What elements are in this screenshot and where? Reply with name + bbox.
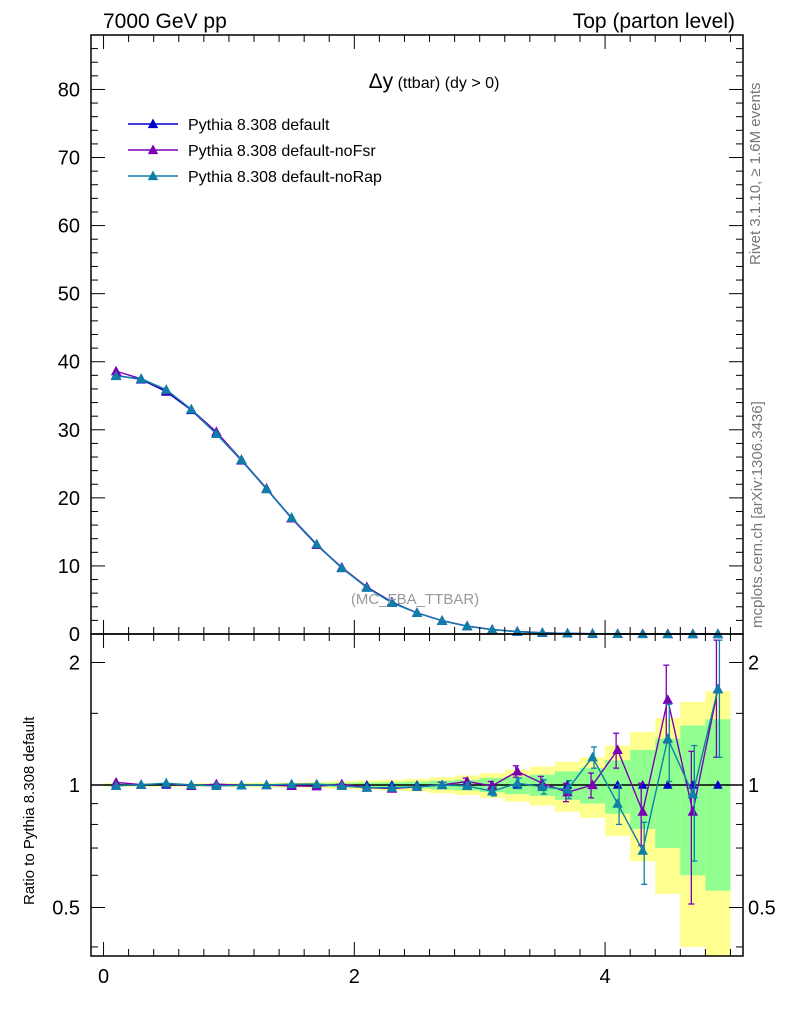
main-point-3 [562, 627, 573, 638]
ratio-point-1 [587, 779, 598, 790]
ratio-point-2 [687, 788, 699, 799]
ratio-band-inner [705, 719, 731, 891]
ratio-y-tick-label-left: 2 [69, 653, 80, 675]
main-point-3 [261, 483, 272, 494]
ratio-y-tick-label-left: 0.5 [52, 897, 80, 919]
ratio-point-1 [512, 765, 523, 776]
legend-marker-1 [147, 118, 159, 129]
ratio-point-2 [361, 782, 373, 792]
legend-marker-3 [147, 170, 159, 181]
ratio-point-2 [487, 785, 498, 796]
header-left: 7000 GeV pp [103, 10, 227, 33]
main-point-3 [236, 454, 247, 464]
ratio-point-2 [386, 782, 398, 792]
ratio-point-2 [712, 683, 724, 694]
ratio-point-1 [612, 744, 623, 754]
main-point-3 [110, 370, 122, 381]
legend: Pythia 8.308 default Pythia 8.308 default… [128, 117, 382, 186]
ratio-point-1 [687, 806, 699, 816]
ratio-band-layer [91, 691, 743, 956]
ratio-point-default [637, 779, 648, 789]
ratio-point-2 [436, 779, 448, 790]
ratio-point-2 [411, 781, 423, 791]
header-right: Top (parton level) [573, 10, 735, 33]
title-rest: (ttbar) (dy > 0) [393, 75, 499, 92]
main-series-layer [110, 365, 724, 639]
ratio-point-2 [211, 780, 222, 791]
x-tick-label: 0 [98, 966, 109, 988]
ratio-point-2 [587, 751, 598, 762]
main-point-3 [211, 428, 222, 439]
main-point-3 [336, 562, 347, 573]
ratio-y-axis-label: Ratio to Pythia 8.308 default [21, 716, 38, 905]
ratio-point-2 [637, 845, 648, 855]
legend-label-3: Pythia 8.308 default-noRap [188, 169, 382, 186]
y-tick-label: 20 [58, 488, 80, 510]
ratio-point-default [713, 779, 723, 789]
ratio-point-2 [512, 777, 523, 788]
ratio-point-2 [537, 781, 548, 791]
y-tick-label: 30 [58, 420, 80, 442]
ratio-y-tick-label-right: 2 [748, 653, 759, 675]
main-point-3 [311, 538, 322, 549]
main-point-3 [386, 597, 398, 607]
y-tick-label: 50 [58, 284, 80, 306]
ratio-point-2 [612, 798, 623, 808]
ratio-point-1 [662, 694, 673, 704]
main-point-3 [186, 403, 197, 414]
ratio-point-2 [135, 779, 147, 789]
ratio-point-1 [487, 780, 498, 791]
ratio-series-layer [110, 639, 724, 905]
ratio-point-2 [110, 780, 122, 791]
ratio-point-2 [336, 780, 347, 791]
ratio-band-inner [680, 725, 706, 876]
main-point-3 [161, 384, 172, 394]
main-point-3 [286, 512, 297, 522]
y-tick-label: 40 [58, 352, 80, 374]
main-point-3 [461, 620, 473, 631]
main-point-3 [361, 582, 373, 592]
ratio-point-default [663, 779, 673, 789]
main-point-3 [587, 628, 598, 638]
ratio-frame [90, 633, 744, 957]
main-point-3 [612, 628, 623, 638]
ratio-y-tick-label-right: 1 [748, 775, 759, 797]
watermark: (MC_FBA_TTBAR) [351, 591, 479, 608]
main-point-3 [411, 607, 423, 618]
y-tick-label: 0 [69, 624, 80, 646]
ratio-point-2 [662, 733, 673, 743]
y-tick-label: 80 [58, 79, 80, 101]
y-tick-label: 10 [58, 556, 80, 578]
main-point-3 [436, 615, 448, 625]
x-tick-label: 4 [600, 966, 611, 988]
ratio-point-2 [161, 777, 172, 788]
x-tick-label: 2 [349, 966, 360, 988]
rivet-label: Rivet 3.1.10, ≥ 1.6M events [747, 83, 764, 266]
main-point-3 [135, 373, 147, 383]
legend-label-1: Pythia 8.308 default [188, 117, 330, 134]
ratio-point-2 [261, 779, 272, 790]
ratio-point-2 [186, 779, 197, 790]
legend-label-2: Pythia 8.308 default-noFsr [188, 143, 376, 160]
ratio-point-2 [562, 783, 573, 794]
ratio-point-2 [286, 778, 297, 789]
ratio-y-tick-label-left: 1 [69, 775, 80, 797]
ratio-band-inner [655, 738, 681, 849]
y-tick-label: 70 [58, 148, 80, 170]
ratio-y-tick-label-right: 0.5 [748, 897, 776, 919]
ratio-point-2 [461, 780, 473, 791]
legend-marker-2 [147, 144, 159, 155]
main-point-3 [487, 624, 498, 634]
mcplots-label: mcplots.cern.ch [arXiv:1306.3436] [749, 401, 766, 628]
y-tick-label: 60 [58, 216, 80, 238]
ratio-point-2 [236, 779, 247, 790]
plot-title: Δy (ttbar) (dy > 0) [369, 70, 500, 93]
title-symbol: Δy [369, 70, 394, 93]
ratio-point-2 [311, 778, 322, 789]
ratio-point-1 [637, 806, 648, 816]
